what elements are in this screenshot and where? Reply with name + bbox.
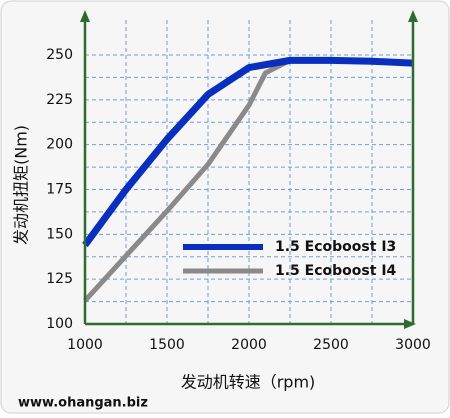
- x-axis-label: 发动机转速（rpm): [181, 373, 316, 392]
- y-axis-label: 发动机扭矩(Nm): [12, 125, 31, 245]
- arrow: [404, 319, 416, 329]
- legend: 1.5 Ecoboost I3 1.5 Ecoboost I4: [183, 239, 397, 279]
- y-tick-label: 175: [46, 182, 73, 198]
- line: [82, 56, 414, 248]
- x-tick-label: 1500: [149, 337, 185, 353]
- y-tick-label: 200: [46, 137, 73, 153]
- x-tick-label: 1000: [67, 337, 103, 353]
- y-tick-label: 100: [46, 316, 73, 332]
- arrow: [80, 10, 90, 22]
- y-tick-label: 150: [46, 226, 73, 242]
- legend-label: 1.5 Ecoboost I4: [275, 263, 397, 279]
- y-tick-label: 125: [46, 271, 73, 287]
- plot: [82, 56, 414, 303]
- x-tick-label: 3000: [395, 337, 431, 353]
- arrow: [408, 10, 418, 22]
- y-tick-label: 225: [46, 92, 73, 108]
- watermark: www.ohangan.biz: [18, 396, 148, 411]
- axes: [80, 10, 418, 329]
- x-tick-label: 2000: [231, 337, 267, 353]
- legend-label: 1.5 Ecoboost I3: [275, 239, 396, 255]
- x-tick-label: 2500: [313, 337, 349, 353]
- y-tick-label: 250: [46, 47, 73, 63]
